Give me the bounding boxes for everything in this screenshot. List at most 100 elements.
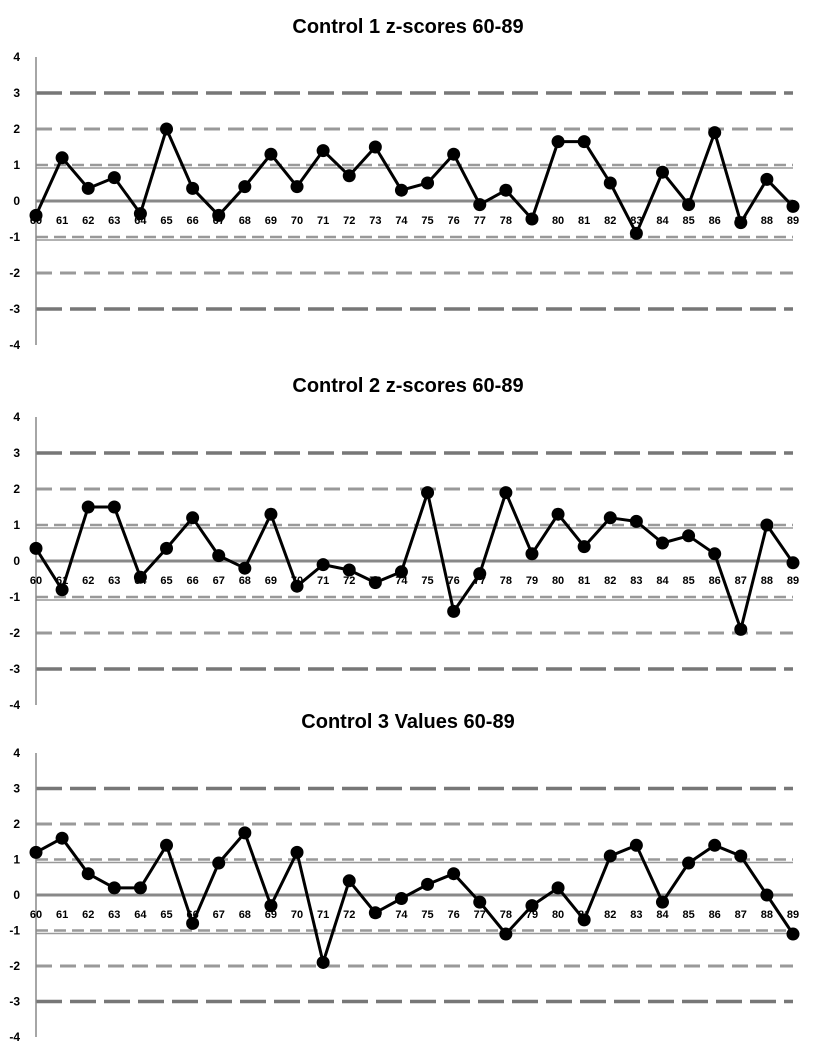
data-point [734,622,748,636]
x-tick-label: 61 [56,575,68,587]
x-tick-label: 76 [448,575,460,587]
data-point [394,892,408,906]
data-point [160,838,174,852]
data-point [264,899,278,913]
data-point [786,556,800,570]
x-tick-label: 78 [500,215,512,227]
data-point [342,169,356,183]
data-point [29,845,43,859]
x-tick-label: 67 [213,575,225,587]
data-point [368,140,382,154]
data-point [160,122,174,136]
x-tick-label: 78 [500,909,512,921]
x-tick-label: 68 [239,215,251,227]
data-point [186,181,200,195]
data-point [316,558,330,572]
x-tick-label: 63 [108,909,120,921]
y-tick-label: -1 [9,590,20,604]
y-tick-label: -3 [9,995,20,1009]
data-point [655,165,669,179]
x-tick-label: 88 [761,909,773,921]
data-point [499,183,513,197]
x-tick-label: 61 [56,909,68,921]
data-point [603,849,617,863]
y-tick-label: 2 [13,482,20,496]
y-tick-label: -3 [9,302,20,316]
data-point [55,151,69,165]
x-tick-label: 66 [186,215,198,227]
data-point [603,176,617,190]
x-tick-label: 76 [448,215,460,227]
data-point [29,208,43,222]
data-point [186,511,200,525]
data-point [342,563,356,577]
data-point [499,927,513,941]
data-point [107,881,121,895]
data-point [107,171,121,185]
x-tick-label: 64 [134,909,147,921]
data-point [786,927,800,941]
x-tick-label: 71 [317,575,329,587]
data-point [447,604,461,618]
data-point [133,570,147,584]
data-point [708,838,722,852]
x-tick-label: 79 [526,575,538,587]
data-point [577,913,591,927]
data-point [133,207,147,221]
data-point [264,147,278,161]
data-point [655,536,669,550]
data-point [264,507,278,521]
x-tick-label: 66 [186,575,198,587]
y-tick-label: 1 [13,853,20,867]
data-point [238,826,252,840]
data-point [160,541,174,555]
x-tick-label: 88 [761,215,773,227]
data-point [212,856,226,870]
data-point [551,507,565,521]
x-tick-label: 84 [656,909,669,921]
data-point [629,838,643,852]
data-point [682,856,696,870]
data-point [316,955,330,969]
data-point [525,899,539,913]
y-tick-label: -1 [9,924,20,938]
y-tick-label: 4 [13,746,20,760]
data-point [708,126,722,140]
data-point [473,198,487,212]
x-tick-label: 68 [239,575,251,587]
y-tick-label: 2 [13,122,20,136]
data-point [603,511,617,525]
x-tick-label: 67 [213,909,225,921]
y-tick-label: 3 [13,86,20,100]
x-tick-label: 74 [395,575,408,587]
data-point [551,881,565,895]
y-tick-label: -4 [9,698,20,712]
chart-title: Control 2 z-scores 60-89 [292,375,523,397]
data-point [551,135,565,149]
data-point [394,565,408,579]
data-point [186,916,200,930]
data-point [212,549,226,563]
data-point [290,180,304,194]
data-point [238,561,252,575]
x-tick-label: 85 [682,575,694,587]
data-point [394,183,408,197]
y-tick-label: 0 [13,194,20,208]
y-tick-label: 2 [13,817,20,831]
x-tick-label: 69 [265,909,277,921]
data-point [212,208,226,222]
data-point [133,881,147,895]
y-tick-label: -1 [9,230,20,244]
x-tick-label: 80 [552,215,564,227]
data-point [786,199,800,213]
x-tick-label: 76 [448,909,460,921]
x-tick-label: 65 [160,575,172,587]
x-tick-label: 61 [56,215,68,227]
x-tick-label: 60 [30,909,42,921]
data-point [421,176,435,190]
y-tick-label: 0 [13,888,20,902]
x-tick-label: 72 [343,575,355,587]
data-point [525,547,539,561]
x-tick-label: 83 [630,909,642,921]
x-tick-label: 83 [630,215,642,227]
